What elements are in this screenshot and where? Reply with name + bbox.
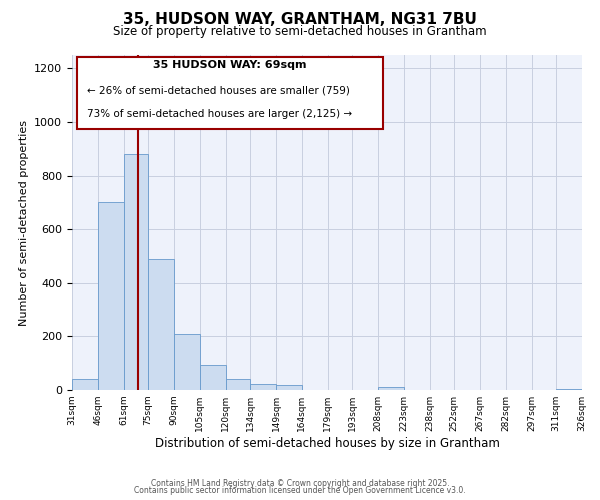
- Bar: [98, 202, 124, 390]
- Text: 35 HUDSON WAY: 69sqm: 35 HUDSON WAY: 69sqm: [154, 60, 307, 70]
- Bar: [174, 334, 200, 390]
- Text: Size of property relative to semi-detached houses in Grantham: Size of property relative to semi-detach…: [113, 25, 487, 38]
- Bar: [556, 389, 582, 390]
- Bar: [250, 384, 276, 390]
- Bar: [148, 258, 174, 390]
- Bar: [200, 364, 226, 390]
- Bar: [378, 388, 404, 390]
- Bar: [226, 378, 250, 390]
- Bar: [72, 380, 98, 390]
- Text: 73% of semi-detached houses are larger (2,125) →: 73% of semi-detached houses are larger (…: [88, 108, 352, 118]
- Text: Contains public sector information licensed under the Open Government Licence v3: Contains public sector information licen…: [134, 486, 466, 495]
- Text: 35, HUDSON WAY, GRANTHAM, NG31 7BU: 35, HUDSON WAY, GRANTHAM, NG31 7BU: [123, 12, 477, 28]
- Text: ← 26% of semi-detached houses are smaller (759): ← 26% of semi-detached houses are smalle…: [88, 85, 350, 95]
- Bar: [276, 385, 302, 390]
- Text: Contains HM Land Registry data © Crown copyright and database right 2025.: Contains HM Land Registry data © Crown c…: [151, 478, 449, 488]
- Y-axis label: Number of semi-detached properties: Number of semi-detached properties: [19, 120, 29, 326]
- FancyBboxPatch shape: [77, 56, 383, 128]
- X-axis label: Distribution of semi-detached houses by size in Grantham: Distribution of semi-detached houses by …: [155, 437, 499, 450]
- Bar: [124, 154, 148, 390]
